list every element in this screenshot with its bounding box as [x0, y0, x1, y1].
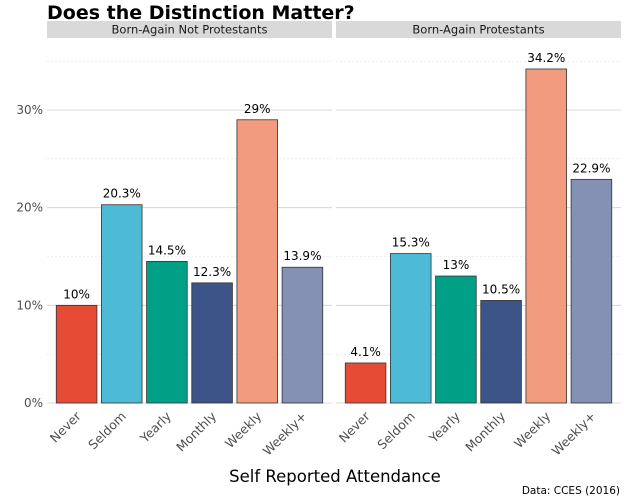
data-label: 13% — [443, 258, 470, 272]
bar-weekly-plus — [281, 266, 324, 404]
x-tick-label: Seldom — [374, 409, 418, 453]
caption: Data: CCES (2016) — [522, 485, 620, 497]
y-tick-label: 10% — [16, 298, 43, 312]
x-tick-label: Never — [336, 408, 374, 446]
data-label: 29% — [244, 102, 271, 116]
bar-seldom — [101, 204, 143, 404]
x-tick-label: Never — [47, 408, 85, 446]
bar-monthly — [191, 282, 233, 404]
data-label: 10.5% — [482, 282, 520, 296]
y-tick-label: 0% — [24, 396, 43, 410]
panel-strip-label: Born-Again Not Protestants — [112, 23, 268, 37]
data-label: 14.5% — [148, 243, 186, 257]
bar-weekly-plus — [570, 178, 613, 404]
bar-yearly — [435, 275, 477, 404]
data-label: 22.9% — [572, 161, 610, 175]
x-tick-label: Weekly+ — [549, 409, 599, 459]
data-label: 13.9% — [283, 249, 321, 263]
data-label: 20.3% — [103, 187, 141, 201]
y-tick-label: 30% — [16, 103, 43, 117]
panel-strip — [336, 21, 621, 38]
panel-strip — [47, 21, 332, 38]
bar-weekly — [236, 119, 278, 404]
data-label: 15.3% — [392, 236, 430, 250]
x-tick-label: Weekly+ — [260, 409, 310, 459]
x-tick-label: Monthly — [462, 408, 508, 454]
x-axis-title: Self Reported Attendance — [229, 467, 441, 486]
bar-seldom — [390, 253, 432, 404]
x-tick-label: Yearly — [136, 408, 174, 446]
data-label: 34.2% — [527, 51, 565, 65]
data-label: 12.3% — [193, 265, 231, 279]
bar-yearly — [146, 260, 188, 404]
chart-title: Does the Distinction Matter? — [47, 2, 355, 24]
panel: Born-Again Protestants 4.1% Never 15.3% Seld… — [336, 21, 621, 458]
bar-never — [55, 304, 98, 404]
y-axis: 0% 10% 20% 30% — [16, 103, 43, 410]
y-tick-label: 20% — [16, 201, 43, 215]
panel-strip-label: Born-Again Protestants — [412, 23, 544, 37]
data-label: 10% — [63, 287, 90, 301]
x-tick-label: Seldom — [85, 409, 129, 453]
x-tick-label: Yearly — [425, 408, 463, 446]
data-label: 4.1% — [350, 345, 381, 359]
bar-never — [344, 362, 387, 404]
panel: Born-Again Not Protestants 10% Never 20.3% S… — [47, 21, 332, 458]
x-tick-label: Monthly — [173, 408, 219, 454]
x-tick-label: Weekly — [222, 408, 265, 451]
x-tick-label: Weekly — [511, 408, 554, 451]
panels: Born-Again Not Protestants 10% Never 20.3% S… — [47, 21, 621, 458]
bar-monthly — [480, 300, 522, 404]
bar-weekly — [525, 68, 567, 404]
